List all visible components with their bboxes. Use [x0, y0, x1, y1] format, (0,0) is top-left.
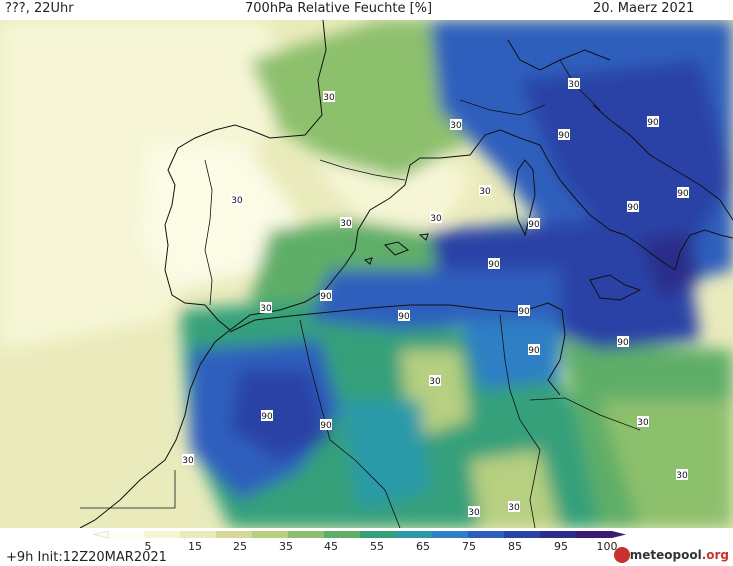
- contour-label: 90: [488, 258, 500, 270]
- colorbar-tick-label: 45: [324, 540, 338, 553]
- logo-text: meteopool.org: [629, 548, 729, 562]
- colorbar-tick-label: 100: [596, 540, 618, 553]
- contour-label-text: 90: [488, 260, 500, 270]
- contour-label-text: 30: [468, 508, 480, 518]
- contour-label: 90: [320, 290, 332, 302]
- colorbar-swatch: [540, 531, 577, 538]
- contour-label-text: 90: [528, 346, 540, 356]
- contour-label-text: 30: [637, 418, 649, 428]
- contour-label-text: 90: [398, 312, 410, 322]
- contour-label: 90: [677, 187, 689, 199]
- coastlines: [79, 20, 733, 528]
- contour-label: 90: [528, 344, 540, 356]
- colorbar-swatch: [108, 531, 145, 538]
- colorbar-tick-label: 65: [416, 540, 430, 553]
- contour-label-text: 30: [430, 214, 442, 224]
- contour-label-text: 30: [676, 471, 688, 481]
- colorbar-swatch: [180, 531, 217, 538]
- colorbar-tick-label: 75: [462, 540, 476, 553]
- colorbar-tick-label: 55: [370, 540, 384, 553]
- map-title: 700hPa Relative Feuchte [%]: [245, 1, 433, 16]
- colorbar-tick-label: 15: [188, 540, 202, 553]
- valid-time-label: ???, 22Uhr: [5, 1, 74, 16]
- footer: 5 15 25 35 45 55 65 75 85 95 100 +9h Init:12Z20MAR…: [0, 528, 733, 566]
- contour-label: 30: [340, 217, 352, 229]
- contour-label: 30: [323, 91, 335, 103]
- meteopool-logo[interactable]: meteopool.org: [609, 546, 729, 566]
- contour-label-text: 90: [617, 338, 629, 348]
- contour-label: 90: [320, 419, 332, 431]
- colorbar-swatch: [576, 531, 613, 538]
- colorbar-swatch: [288, 531, 325, 538]
- contour-label: 30: [450, 119, 462, 131]
- colorbar-swatch: [324, 531, 361, 538]
- contour-label: 90: [558, 129, 570, 141]
- colorbar-swatch: [360, 531, 397, 538]
- humidity-field: [0, 20, 733, 528]
- contour-label-text: 30: [568, 80, 580, 90]
- contour-label: 30: [508, 501, 520, 513]
- contour-label: 30: [468, 506, 480, 518]
- colorbar-swatch: [144, 531, 181, 538]
- colorbar-tick-label: 85: [508, 540, 522, 553]
- contour-label: 90: [261, 410, 273, 422]
- colorbar-tick-label: 95: [554, 540, 568, 553]
- colorbar: [93, 530, 626, 539]
- contour-label-text: 30: [182, 456, 194, 466]
- contour-label-text: 30: [479, 187, 491, 197]
- contour-label-text: 90: [647, 118, 659, 128]
- contour-label-text: 90: [528, 220, 540, 230]
- run-info: +9h Init:12Z20MAR2021: [6, 550, 167, 565]
- colorbar-swatch: [504, 531, 541, 538]
- colorbar-low-arrow: [93, 530, 109, 539]
- contour-label: 30: [637, 416, 649, 428]
- colorbar-tick-label: 35: [279, 540, 293, 553]
- contour-label-text: 90: [261, 412, 273, 422]
- contour-label-text: 30: [429, 377, 441, 387]
- contour-label: 90: [528, 218, 540, 230]
- contour-label: 30: [430, 212, 442, 224]
- contour-label: 30: [676, 469, 688, 481]
- colorbar-swatch: [468, 531, 505, 538]
- contour-label-text: 90: [558, 131, 570, 141]
- contour-labels: 30 30 30 90 90 30 30 30 30 90 90 90 90 90 30 90 90 90 90 30…: [182, 78, 689, 518]
- colorbar-swatch: [216, 531, 253, 538]
- contour-label-text: 30: [260, 304, 272, 314]
- colorbar-high-arrow: [612, 531, 626, 538]
- contour-label-text: 30: [340, 219, 352, 229]
- contour-label-text: 90: [677, 189, 689, 199]
- contour-label: 30: [479, 185, 491, 197]
- contour-label-text: 30: [323, 93, 335, 103]
- contour-label: 90: [518, 305, 530, 317]
- logo-mark-icon: [614, 547, 630, 563]
- contour-label-text: 90: [320, 421, 332, 431]
- colorbar-swatch: [432, 531, 469, 538]
- humidity-map: 30 30 30 90 90 30 30 30 30 90 90 90 90 90 30 90 90 90 90 30…: [0, 20, 733, 528]
- colorbar-swatch: [396, 531, 433, 538]
- colorbar-tick-label: 25: [233, 540, 247, 553]
- contour-label-text: 30: [231, 196, 243, 206]
- contour-label-text: 90: [627, 203, 639, 213]
- contour-label: 90: [627, 201, 639, 213]
- contour-label: 90: [398, 310, 410, 322]
- contour-label-text: 30: [450, 121, 462, 131]
- contour-label: 90: [617, 336, 629, 348]
- colorbar-swatch: [252, 531, 289, 538]
- contour-label: 30: [231, 194, 243, 206]
- contour-label: 30: [429, 375, 441, 387]
- contour-label: 30: [182, 454, 194, 466]
- contour-label-text: 30: [508, 503, 520, 513]
- contour-label: 30: [260, 302, 272, 314]
- contour-label-text: 90: [320, 292, 332, 302]
- header-bar: ???, 22Uhr 700hPa Relative Feuchte [%] 2…: [0, 0, 733, 20]
- contour-label: 90: [647, 116, 659, 128]
- contour-label: 30: [568, 78, 580, 90]
- colorbar-tick-label: 5: [144, 540, 152, 553]
- borders: [80, 59, 641, 528]
- contour-label-text: 90: [518, 307, 530, 317]
- date-label: 20. Maerz 2021: [593, 1, 695, 16]
